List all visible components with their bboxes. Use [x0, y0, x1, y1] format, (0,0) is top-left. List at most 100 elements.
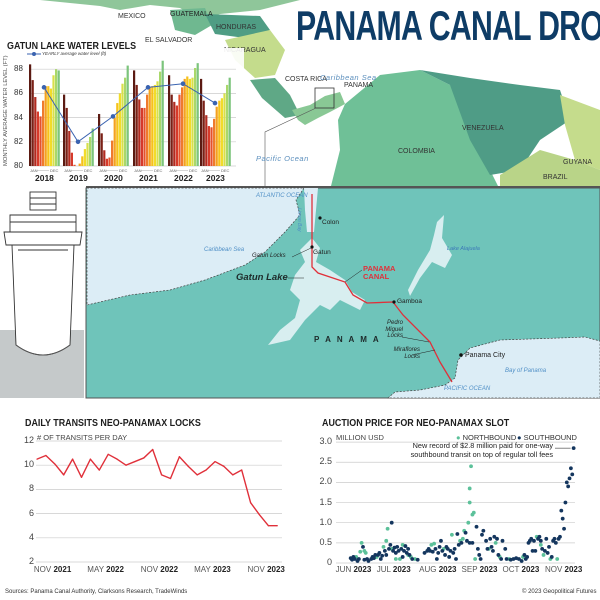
place-label-panama-city: Panama City — [465, 352, 506, 359]
auction-y-tick: 2.5 — [319, 456, 332, 467]
southbound-point — [456, 542, 461, 547]
southbound-point — [455, 532, 460, 536]
transits-line — [36, 448, 278, 527]
southbound-point — [545, 551, 550, 555]
gatun-month-bar — [68, 130, 71, 166]
gatun-month-bar — [83, 149, 86, 166]
panama-locator-box — [314, 87, 335, 109]
southbound-point — [522, 553, 527, 557]
x-tick-year: 2022 — [106, 565, 124, 574]
miraflores-leader — [411, 349, 436, 356]
x-tick-month: AUG — [419, 565, 437, 574]
gatun-title-backing — [4, 38, 136, 48]
ship-illustration — [0, 191, 84, 398]
country-label-panama-map: P A N A M A — [314, 335, 381, 344]
transits-point — [107, 453, 109, 455]
gatun-dec-label: DEC — [189, 168, 198, 173]
gatun-dec-label: DEC — [221, 168, 230, 173]
transits-chart — [36, 440, 282, 563]
x-tick-month: MAY — [194, 565, 211, 574]
transits-point — [125, 464, 127, 466]
country-label-costa-rica: COSTA RICA — [285, 76, 327, 83]
northbound-point — [467, 486, 472, 491]
auction-y-tick: 0 — [326, 557, 332, 567]
gatun-jan-label: JAN — [169, 168, 177, 173]
transits-point — [250, 502, 252, 504]
place-label-gatun: Gatun — [313, 249, 331, 256]
southbound-point — [440, 549, 445, 553]
transits-x-tick: NOV 2022 — [141, 565, 178, 574]
x-tick-year: 2023 — [438, 565, 457, 574]
x-tick-year: 2023 — [564, 565, 583, 574]
northbound-point — [359, 540, 364, 545]
copyright-note: © 2023 Geopolitical Futures — [522, 589, 597, 595]
southbound-point — [559, 508, 564, 513]
gatun-year-label: 2022 — [174, 173, 193, 183]
gatun-month-bar — [49, 88, 52, 166]
x-tick-month: JUN — [335, 565, 352, 574]
gatun-month-bar — [44, 86, 47, 166]
costa-rica-land — [250, 78, 300, 118]
brazil-land — [500, 150, 600, 190]
gatun-month-bar — [100, 133, 103, 166]
transits-point — [232, 474, 234, 476]
northbound-point — [471, 510, 476, 515]
gatun-yearly-average-point — [110, 114, 116, 119]
southbound-point — [563, 500, 568, 505]
gatun-month-bar — [89, 136, 92, 166]
gatun-month-bar — [116, 103, 119, 166]
country-label-honduras: HONDURAS — [216, 24, 257, 31]
canal-route — [311, 194, 453, 383]
southbound-point — [519, 559, 524, 563]
gatun-month-bar — [218, 100, 221, 166]
gatun-yearly-average-point — [212, 100, 218, 106]
southbound-point — [400, 555, 405, 559]
gatun-yearly-average-point — [75, 139, 81, 145]
southbound-point — [489, 544, 494, 549]
southbound-point — [571, 446, 576, 451]
gatun-month-bar — [215, 106, 218, 166]
nicaragua-land — [225, 30, 285, 78]
transits-point — [134, 460, 136, 463]
gatun-month-bar — [34, 97, 37, 166]
northbound-point — [363, 551, 368, 555]
gatun-month-bar — [42, 100, 45, 166]
southbound-point — [496, 553, 501, 557]
southbound-point — [484, 538, 488, 543]
southbound-point — [430, 549, 435, 554]
southbound-point — [544, 536, 549, 541]
gatun-year-label: 2018 — [35, 173, 54, 183]
southbound-point — [422, 551, 427, 555]
guyana-land — [560, 95, 600, 170]
transits-point — [161, 474, 163, 476]
gatun-month-bar — [65, 107, 68, 166]
locator-connector-line — [264, 107, 317, 187]
x-tick-year: 2023 — [521, 565, 540, 574]
southbound-point — [537, 534, 542, 539]
southbound-point — [391, 549, 395, 553]
gamboa-marker — [392, 300, 396, 304]
water-label-bay-of-panama: Bay of Panama — [505, 368, 547, 374]
gatun-month-bar — [220, 98, 223, 166]
transits-x-tick: MAY 2022 — [87, 565, 124, 574]
transits-x-tick: NOV 2023 — [248, 565, 285, 574]
northbound-point — [466, 520, 471, 525]
southbound-point — [491, 549, 495, 553]
country-label-guyana: GUYANA — [563, 159, 593, 166]
transits-y-tick: 12 — [24, 435, 35, 445]
gatun-year-label: 2020 — [104, 173, 123, 183]
auction-x-tick: SEP 2023 — [462, 565, 498, 574]
gatun-month-bar — [78, 163, 81, 166]
southbound-point — [396, 549, 401, 553]
southbound-point — [361, 544, 365, 549]
gatun-month-bar — [168, 75, 171, 166]
southbound-point — [481, 528, 486, 533]
gatun-y-tick: 88 — [14, 64, 23, 74]
gatun-dec-label: DEC — [119, 168, 128, 173]
sea-label-caribbean: Caribbean Sea — [320, 73, 377, 82]
gatun-month-bar — [159, 71, 162, 166]
southbound-point — [485, 546, 490, 551]
auction-y-tick: 2.0 — [319, 476, 332, 487]
southbound-point — [567, 476, 572, 481]
gatun-y-tick: 84 — [14, 112, 23, 122]
